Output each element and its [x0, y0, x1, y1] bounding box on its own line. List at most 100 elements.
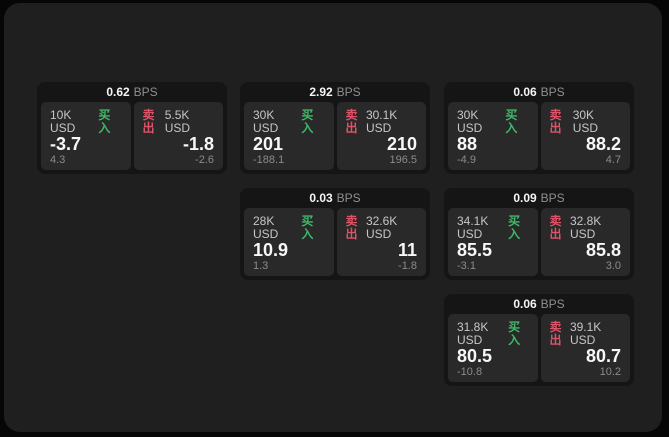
sell-side-label: 卖出	[345, 108, 358, 135]
buy-price: 10.9	[253, 240, 289, 260]
bps-unit-label: BPS	[540, 297, 565, 311]
buy-price: -3.7	[50, 134, 82, 154]
sell-price: 88.2	[585, 134, 621, 154]
buy-price: 88	[457, 134, 478, 154]
buy-panel[interactable]: 10K USD 买入 -3.7 4.3	[41, 102, 131, 170]
quote-card: 0.03 BPS 28K USD 买入 10.9 1.3 卖出 32.6K US…	[240, 188, 430, 280]
buy-price: 85.5	[457, 240, 493, 260]
buy-amount: 31.8K USD	[457, 320, 489, 347]
quote-panels: 31.8K USD 买入 80.5 -10.8 卖出 39.1K USD 80.…	[448, 314, 630, 382]
sell-delta: 3.0	[605, 260, 621, 272]
buy-header-row: 28K USD 买入	[253, 215, 325, 241]
buy-delta: -4.9	[457, 154, 476, 166]
buy-side-label: 买入	[508, 214, 521, 241]
sell-amount: 32.8K USD	[569, 214, 602, 241]
spread-value: 0.06	[513, 85, 537, 99]
sell-price: 210	[386, 134, 417, 154]
sell-price: 11	[397, 240, 417, 260]
buy-panel[interactable]: 34.1K USD 买入 85.5 -3.1	[448, 208, 538, 276]
spread-value: 0.09	[513, 191, 537, 205]
bps-unit-label: BPS	[540, 85, 565, 99]
buy-amount: 30K USD	[253, 108, 279, 135]
buy-delta: -3.1	[457, 260, 476, 272]
buy-side-label: 买入	[301, 214, 314, 241]
bps-unit-label: BPS	[133, 85, 158, 99]
sell-header-row: 卖出 30K USD	[550, 109, 622, 135]
buy-header-row: 34.1K USD 买入	[457, 215, 529, 241]
buy-amount: 30K USD	[457, 108, 483, 135]
app-surface: 0.62 BPS 10K USD 买入 -3.7 4.3 卖出 5.5K USD…	[4, 3, 662, 432]
quote-panels: 28K USD 买入 10.9 1.3 卖出 32.6K USD 11 -1.8	[244, 208, 426, 276]
quote-card: 2.92 BPS 30K USD 买入 201 -188.1 卖出 30.1K …	[240, 82, 430, 174]
spread-header: 0.06 BPS	[448, 82, 630, 102]
bps-unit-label: BPS	[540, 191, 565, 205]
quote-panels: 34.1K USD 买入 85.5 -3.1 卖出 32.8K USD 85.8…	[448, 208, 630, 276]
sell-header-row: 卖出 5.5K USD	[143, 109, 215, 135]
sell-side-label: 卖出	[345, 214, 358, 241]
spread-header: 2.92 BPS	[244, 82, 426, 102]
sell-price: 85.8	[585, 240, 621, 260]
sell-side-label: 卖出	[549, 320, 562, 347]
bps-unit-label: BPS	[336, 191, 361, 205]
buy-delta: -10.8	[457, 366, 483, 378]
buy-delta: -188.1	[253, 154, 285, 166]
sell-delta: 196.5	[389, 154, 417, 166]
sell-delta: 10.2	[599, 366, 621, 378]
spread-header: 0.03 BPS	[244, 188, 426, 208]
buy-side-label: 买入	[98, 108, 111, 135]
buy-header-row: 30K USD 买入	[457, 109, 529, 135]
quote-panels: 10K USD 买入 -3.7 4.3 卖出 5.5K USD -1.8 -2.…	[41, 102, 223, 170]
buy-header-row: 10K USD 买入	[50, 109, 122, 135]
spread-header: 0.62 BPS	[41, 82, 223, 102]
sell-amount: 39.1K USD	[569, 320, 602, 347]
buy-header-row: 31.8K USD 买入	[457, 321, 529, 347]
quote-card: 0.06 BPS 31.8K USD 买入 80.5 -10.8 卖出 39.1…	[444, 294, 634, 386]
sell-side-label: 卖出	[549, 214, 562, 241]
buy-panel[interactable]: 30K USD 买入 201 -188.1	[244, 102, 334, 170]
sell-panel[interactable]: 卖出 30K USD 88.2 4.7	[540, 102, 630, 170]
spread-value: 0.03	[309, 191, 333, 205]
buy-side-label: 买入	[505, 108, 518, 135]
spread-value: 0.62	[106, 85, 130, 99]
sell-delta: 4.7	[605, 154, 621, 166]
buy-panel[interactable]: 31.8K USD 买入 80.5 -10.8	[448, 314, 538, 382]
sell-panel[interactable]: 卖出 32.8K USD 85.8 3.0	[540, 208, 630, 276]
spread-value: 0.06	[513, 297, 537, 311]
spread-header: 0.09 BPS	[448, 188, 630, 208]
quote-panels: 30K USD 买入 201 -188.1 卖出 30.1K USD 210 1…	[244, 102, 426, 170]
sell-panel[interactable]: 卖出 32.6K USD 11 -1.8	[336, 208, 426, 276]
sell-header-row: 卖出 32.8K USD	[550, 215, 622, 241]
buy-panel[interactable]: 30K USD 买入 88 -4.9	[448, 102, 538, 170]
sell-price: -1.8	[182, 134, 214, 154]
sell-panel[interactable]: 卖出 30.1K USD 210 196.5	[336, 102, 426, 170]
buy-amount: 28K USD	[253, 214, 279, 241]
spread-header: 0.06 BPS	[448, 294, 630, 314]
sell-amount: 32.6K USD	[365, 214, 398, 241]
sell-amount: 5.5K USD	[164, 108, 191, 135]
buy-delta: 4.3	[50, 154, 66, 166]
sell-side-label: 卖出	[549, 108, 562, 135]
sell-side-label: 卖出	[142, 108, 155, 135]
sell-price: 80.7	[585, 346, 621, 366]
spread-value: 2.92	[309, 85, 333, 99]
quote-card: 0.06 BPS 30K USD 买入 88 -4.9 卖出 30K USD 8…	[444, 82, 634, 174]
buy-side-label: 买入	[301, 108, 314, 135]
sell-header-row: 卖出 32.6K USD	[346, 215, 418, 241]
sell-panel[interactable]: 卖出 5.5K USD -1.8 -2.6	[133, 102, 223, 170]
bps-unit-label: BPS	[336, 85, 361, 99]
quote-panels: 30K USD 买入 88 -4.9 卖出 30K USD 88.2 4.7	[448, 102, 630, 170]
buy-panel[interactable]: 28K USD 买入 10.9 1.3	[244, 208, 334, 276]
buy-price: 201	[253, 134, 284, 154]
sell-delta: -1.8	[398, 260, 417, 272]
buy-side-label: 买入	[508, 320, 521, 347]
quote-card: 0.09 BPS 34.1K USD 买入 85.5 -3.1 卖出 32.8K…	[444, 188, 634, 280]
buy-delta: 1.3	[253, 260, 269, 272]
buy-header-row: 30K USD 买入	[253, 109, 325, 135]
sell-delta: -2.6	[195, 154, 214, 166]
sell-header-row: 卖出 39.1K USD	[550, 321, 622, 347]
sell-header-row: 卖出 30.1K USD	[346, 109, 418, 135]
buy-amount: 10K USD	[50, 108, 76, 135]
buy-amount: 34.1K USD	[457, 214, 489, 241]
sell-amount: 30.1K USD	[365, 108, 398, 135]
sell-panel[interactable]: 卖出 39.1K USD 80.7 10.2	[540, 314, 630, 382]
